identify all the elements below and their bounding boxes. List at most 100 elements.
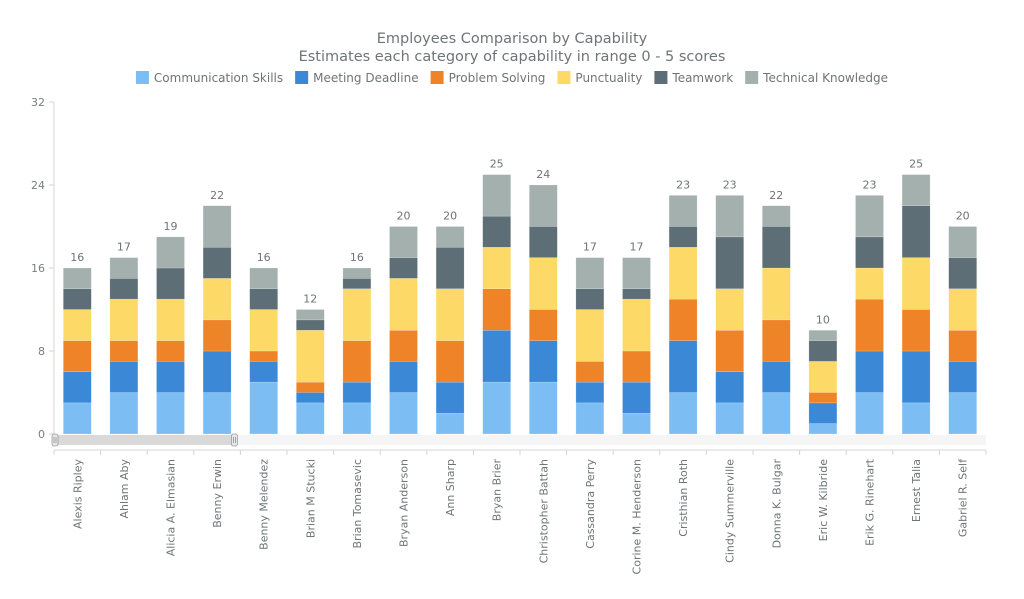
bar-segment[interactable] xyxy=(296,309,325,321)
bar-segment[interactable] xyxy=(156,298,185,341)
bar-segment[interactable] xyxy=(342,278,372,289)
bar-segment[interactable] xyxy=(622,288,651,300)
bar-segment[interactable] xyxy=(668,340,698,393)
bar-segment[interactable] xyxy=(622,257,651,289)
bar-segment[interactable] xyxy=(249,350,278,362)
bar-segment[interactable] xyxy=(762,361,791,393)
bar-segment[interactable] xyxy=(575,402,605,435)
bar-segment[interactable] xyxy=(529,309,558,341)
bar-segment[interactable] xyxy=(296,319,325,331)
bar-segment[interactable] xyxy=(389,392,418,435)
bar-segment[interactable] xyxy=(808,423,838,435)
bar-segment[interactable] xyxy=(156,236,185,269)
bar-segment[interactable] xyxy=(389,226,418,258)
bar-stack[interactable]: 16 xyxy=(63,251,92,435)
bar-stack[interactable]: 22 xyxy=(762,189,791,435)
bar-segment[interactable] xyxy=(156,267,185,300)
bar-segment[interactable] xyxy=(296,392,325,404)
bar-stack[interactable]: 25 xyxy=(482,158,511,435)
bar-segment[interactable] xyxy=(109,361,139,393)
bar-segment[interactable] xyxy=(808,392,838,404)
bar-segment[interactable] xyxy=(342,267,372,279)
scroller-handle[interactable] xyxy=(230,433,238,447)
bar-segment[interactable] xyxy=(575,309,605,362)
bar-segment[interactable] xyxy=(63,267,92,289)
bar-segment[interactable] xyxy=(342,288,372,341)
bar-segment[interactable] xyxy=(855,392,884,435)
bar-segment[interactable] xyxy=(668,298,698,341)
bar-segment[interactable] xyxy=(762,392,791,435)
legend-item[interactable]: Teamwork xyxy=(654,71,733,85)
bar-segment[interactable] xyxy=(109,392,139,435)
bar-segment[interactable] xyxy=(156,392,185,435)
bar-segment[interactable] xyxy=(668,226,698,248)
bar-segment[interactable] xyxy=(109,340,139,362)
bar-segment[interactable] xyxy=(901,350,931,404)
bar-segment[interactable] xyxy=(296,402,325,435)
bar-segment[interactable] xyxy=(435,413,465,435)
bar-segment[interactable] xyxy=(342,402,372,435)
bar-segment[interactable] xyxy=(202,350,232,393)
bar-segment[interactable] xyxy=(948,226,977,258)
bar-stack[interactable]: 19 xyxy=(156,220,185,435)
bar-segment[interactable] xyxy=(63,340,92,372)
bar-segment[interactable] xyxy=(296,330,325,383)
bar-segment[interactable] xyxy=(622,413,651,435)
bar-segment[interactable] xyxy=(715,402,744,435)
bar-segment[interactable] xyxy=(202,278,232,321)
bar-segment[interactable] xyxy=(855,267,884,300)
bar-segment[interactable] xyxy=(575,381,605,404)
bar-segment[interactable] xyxy=(156,361,185,393)
bar-segment[interactable] xyxy=(715,288,744,331)
bar-stack[interactable]: 17 xyxy=(109,241,139,435)
bar-segment[interactable] xyxy=(901,309,931,352)
bar-segment[interactable] xyxy=(529,226,558,258)
bar-segment[interactable] xyxy=(948,257,977,289)
bar-segment[interactable] xyxy=(435,247,465,289)
bar-segment[interactable] xyxy=(389,330,418,362)
bar-segment[interactable] xyxy=(482,247,511,289)
bar-stack[interactable]: 16 xyxy=(342,251,372,435)
bar-segment[interactable] xyxy=(762,205,791,227)
bar-segment[interactable] xyxy=(63,402,92,435)
bar-segment[interactable] xyxy=(901,174,931,206)
bar-segment[interactable] xyxy=(249,361,278,383)
bar-segment[interactable] xyxy=(668,392,698,435)
bar-segment[interactable] xyxy=(389,257,418,279)
bar-segment[interactable] xyxy=(855,350,884,393)
bar-segment[interactable] xyxy=(622,298,651,352)
bar-segment[interactable] xyxy=(109,257,139,279)
bar-stack[interactable]: 17 xyxy=(575,241,605,435)
bar-segment[interactable] xyxy=(715,330,744,372)
bar-segment[interactable] xyxy=(901,257,931,310)
bar-stack[interactable]: 22 xyxy=(202,189,232,435)
bar-segment[interactable] xyxy=(529,257,558,310)
bar-segment[interactable] xyxy=(342,381,372,404)
bar-segment[interactable] xyxy=(482,288,511,331)
bar-segment[interactable] xyxy=(948,288,977,331)
scroller-track[interactable] xyxy=(54,435,986,445)
bar-segment[interactable] xyxy=(249,309,278,352)
bar-stack[interactable]: 16 xyxy=(249,251,278,435)
bar-stack[interactable]: 20 xyxy=(435,210,465,435)
bar-segment[interactable] xyxy=(529,381,558,435)
bar-segment[interactable] xyxy=(435,288,465,341)
bar-segment[interactable] xyxy=(622,381,651,414)
bar-segment[interactable] xyxy=(249,381,278,435)
bar-segment[interactable] xyxy=(63,371,92,404)
bar-segment[interactable] xyxy=(575,361,605,383)
bar-segment[interactable] xyxy=(529,340,558,383)
bar-stack[interactable]: 25 xyxy=(901,158,931,435)
bar-segment[interactable] xyxy=(296,381,325,393)
bar-stack[interactable]: 23 xyxy=(715,178,744,435)
bar-segment[interactable] xyxy=(901,205,931,258)
bar-segment[interactable] xyxy=(389,278,418,331)
bar-segment[interactable] xyxy=(109,278,139,300)
bar-segment[interactable] xyxy=(762,226,791,269)
bar-segment[interactable] xyxy=(202,392,232,435)
scroller[interactable] xyxy=(51,433,986,447)
legend-item[interactable]: Communication Skills xyxy=(135,71,283,85)
bar-segment[interactable] xyxy=(762,319,791,362)
bar-segment[interactable] xyxy=(855,298,884,352)
bar-stack[interactable]: 23 xyxy=(668,178,698,435)
